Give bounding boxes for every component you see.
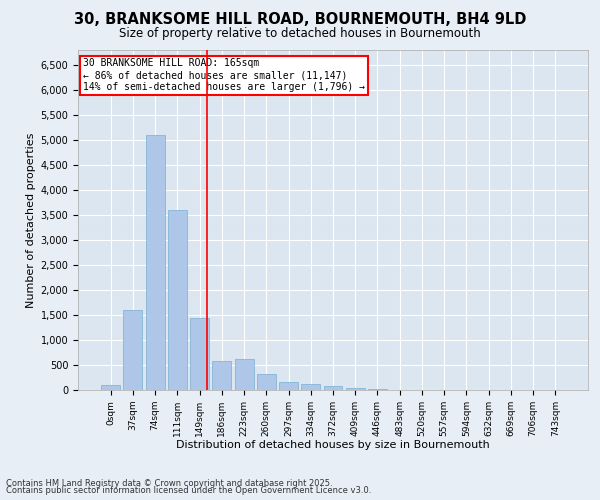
Bar <box>235 358 254 390</box>
Bar <box>323 386 343 390</box>
Bar <box>346 388 365 390</box>
Text: Contains HM Land Registry data © Crown copyright and database right 2025.: Contains HM Land Registry data © Crown c… <box>6 478 332 488</box>
Bar <box>190 318 209 390</box>
Bar <box>368 388 387 390</box>
Bar <box>212 361 231 390</box>
X-axis label: Distribution of detached houses by size in Bournemouth: Distribution of detached houses by size … <box>176 440 490 450</box>
Y-axis label: Number of detached properties: Number of detached properties <box>26 132 36 308</box>
Text: Contains public sector information licensed under the Open Government Licence v3: Contains public sector information licen… <box>6 486 371 495</box>
Bar <box>279 382 298 390</box>
Bar <box>101 385 120 390</box>
Text: 30 BRANKSOME HILL ROAD: 165sqm
← 86% of detached houses are smaller (11,147)
14%: 30 BRANKSOME HILL ROAD: 165sqm ← 86% of … <box>83 58 365 92</box>
Bar <box>146 135 164 390</box>
Bar <box>301 384 320 390</box>
Bar <box>257 374 276 390</box>
Bar <box>124 310 142 390</box>
Text: Size of property relative to detached houses in Bournemouth: Size of property relative to detached ho… <box>119 28 481 40</box>
Bar <box>168 210 187 390</box>
Text: 30, BRANKSOME HILL ROAD, BOURNEMOUTH, BH4 9LD: 30, BRANKSOME HILL ROAD, BOURNEMOUTH, BH… <box>74 12 526 28</box>
